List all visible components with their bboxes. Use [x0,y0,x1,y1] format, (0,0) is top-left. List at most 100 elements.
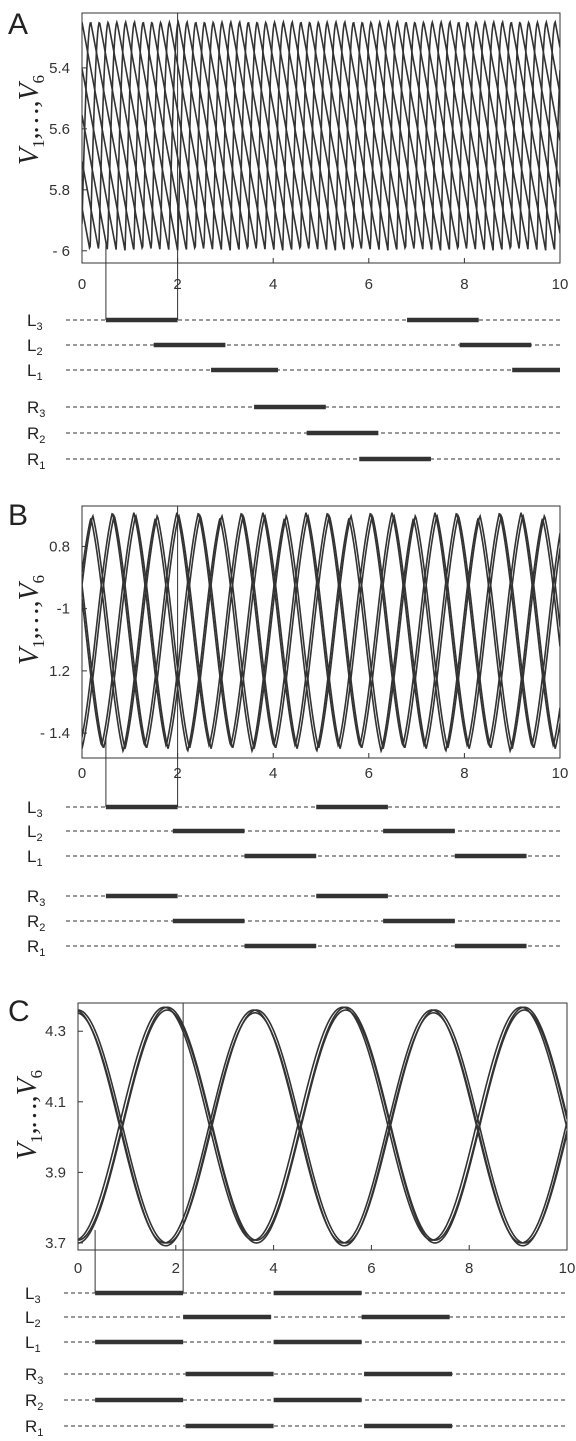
row-label-sub: 1 [37,1427,43,1439]
x-tick-label: 8 [460,765,468,782]
row-label: L2 [27,336,43,358]
x-tick-label: 0 [78,765,86,782]
plot-frame [81,505,561,759]
series-line-v4 [82,20,560,249]
row-label-sub: 3 [37,1375,43,1387]
row-label: L1 [25,1333,41,1355]
curves [82,512,560,754]
series-line-v3 [82,513,560,749]
y-axis-label: V1,…,V6 [14,575,48,665]
series-line-v2 [82,513,560,749]
row-label-sub: 3 [39,897,45,909]
row-label-sub: 2 [34,1318,40,1330]
x-tick-label: 10 [552,276,569,293]
y-tick-label: 4.3 [45,1023,66,1040]
y-axis-label-sub: 6 [29,75,48,84]
curves [82,19,560,251]
y-axis-label-sep: ,…, [14,601,45,640]
row-label-sub: 2 [37,1401,43,1413]
x-tick-label: 0 [78,276,86,293]
series-line-v6 [78,1006,567,1241]
row-label-letter: R [27,937,39,956]
row-label-letter: R [27,424,39,443]
row-label-letter: L [25,1333,34,1352]
row-label-sub: 3 [39,408,45,420]
y-axis-label-main: V [12,1140,43,1160]
y-tick-label: -1 [57,601,70,618]
y-axis-label-sub: 1 [27,1134,46,1143]
y-axis-label: V1,…,V6 [14,75,48,165]
row-label-letter: L [27,336,36,355]
y-tick-label: 3.9 [45,1164,66,1181]
x-tick-label: 4 [269,765,277,782]
row-label: L1 [27,847,43,869]
x-tick-label: 4 [269,276,277,293]
y-axis-label-main: V [12,1076,43,1096]
y-tick-label: 5.6 [49,121,70,138]
x-tick-label: 10 [559,1260,576,1277]
x-tick-label: 4 [269,1260,277,1277]
series-line-v4 [78,1006,567,1241]
y-axis-label-main: V [14,145,45,165]
x-tick-label: 6 [367,1260,375,1277]
y-tick-label: 0.8 [49,538,70,555]
row-label: R1 [25,1417,43,1439]
y-tick-label: 3.7 [45,1235,66,1252]
y-axis-label: V1,…,V6 [12,1070,46,1160]
row-label: R2 [27,424,45,446]
panels-root: AV1,…,V60 2 4 6 8 105.45.65.8- 6L3L2L1R3R2R1B… [8,8,575,1439]
row-label: R2 [25,1391,43,1413]
row-label-sub: 1 [34,1343,40,1355]
row-label-letter: L [27,822,36,841]
row-label-letter: L [25,1308,34,1327]
series-line-v5 [78,1012,567,1247]
x-tick-label: 8 [460,276,468,293]
row-label-letter: L [27,311,36,330]
panel-letter: C [8,995,30,1028]
row-label: L3 [25,1284,41,1306]
row-label-sub: 2 [36,346,42,358]
y-axis-label-sub: 1 [29,639,48,648]
curves [78,1006,567,1247]
row-label: L2 [25,1308,41,1330]
x-tick-label: 8 [465,1260,473,1277]
row-label-letter: R [25,1417,37,1436]
x-tick-label: 6 [365,276,373,293]
row-label-letter: R [27,398,39,417]
row-label: R1 [27,937,45,959]
y-axis-label-main: V [14,81,45,101]
row-label-sub: 2 [39,434,45,446]
row-label-sub: 3 [36,808,42,820]
row-label-sub: 3 [36,321,42,333]
y-axis-label-sep: ,…, [14,101,45,140]
y-axis-label-main: V [14,645,45,665]
y-tick-label: 5.4 [49,60,70,77]
y-tick-label: - 6 [52,243,70,260]
row-label: L3 [27,798,43,820]
row-label-sub: 1 [39,460,45,472]
row-label-sub: 3 [34,1294,40,1306]
y-axis-label-sub: 6 [29,575,48,584]
row-label-letter: L [27,847,36,866]
y-tick-label: - 1.4 [40,725,70,742]
row-label: L1 [27,361,43,383]
series-line-v1 [78,1009,567,1244]
x-tick-label: 6 [365,765,373,782]
panel-letter: B [8,499,28,532]
row-label-letter: R [25,1391,37,1410]
x-tick-label: 2 [172,1260,180,1277]
row-label: R1 [27,450,45,472]
x-tick-label: 0 [74,1260,82,1277]
row-label-sub: 1 [39,947,45,959]
series-line-v5 [82,518,560,754]
row-label-sub: 2 [39,922,45,934]
row-label-letter: L [27,361,36,380]
row-label-sub: 1 [36,371,42,383]
row-label-letter: R [25,1365,37,1384]
row-label: R3 [27,887,45,909]
row-label: L3 [27,311,43,333]
y-tick-label: 5.8 [49,182,70,199]
